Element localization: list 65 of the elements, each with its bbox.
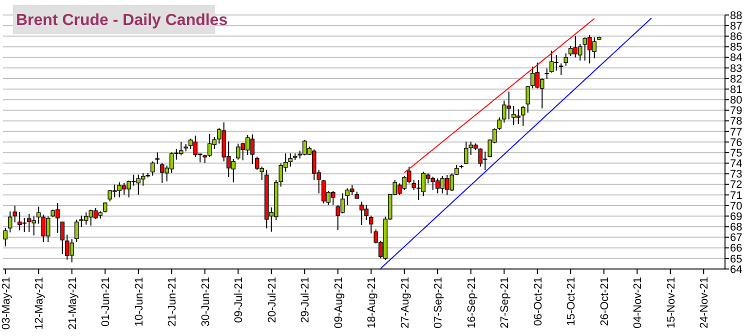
chart-title: Brent Crude - Daily Candles: [16, 12, 228, 29]
x-tick-label: 26-Oct-21: [598, 277, 611, 326]
y-tick-label: 64: [730, 264, 742, 276]
x-tick-label: 21-May-21: [66, 277, 79, 330]
candlestick: [544, 68, 550, 80]
y-tick-label: 80: [730, 94, 742, 107]
y-tick-label: 78: [730, 116, 742, 128]
candlestick: [12, 205, 18, 223]
candlestick: [288, 152, 293, 168]
y-tick-label: 87: [730, 20, 742, 32]
y-tick-label: 77: [730, 126, 742, 138]
y-tick-label: 70: [730, 200, 742, 212]
x-tick-label: 27-Aug-21: [399, 277, 412, 328]
candlestick: [74, 219, 79, 243]
y-tick-label: 88: [730, 10, 742, 22]
x-tick-label: 29-Jul-21: [300, 277, 312, 323]
y-tick-label: 66: [730, 242, 742, 255]
candlestick: [3, 228, 8, 247]
y-tick-label: 83: [730, 62, 742, 75]
line-series: [380, 18, 652, 270]
x-tick-label: 15-Oct-21: [566, 277, 578, 326]
y-tick-label: 81: [730, 84, 742, 96]
candlestick: [464, 141, 468, 165]
y-tick-label: 75: [730, 147, 742, 160]
y-tick-label: 86: [730, 31, 742, 44]
candlestick: [454, 164, 459, 176]
y-tick-label: 82: [730, 73, 742, 86]
y-tick-label: 79: [730, 105, 742, 118]
y-tick-label: 74: [730, 158, 742, 170]
x-tick-label: 07-Sep-21: [432, 277, 445, 328]
candlestick: [497, 116, 502, 130]
candlestick: [558, 62, 564, 76]
y-tick-label: 76: [730, 136, 742, 149]
x-tick-label: 20-Jul-21: [266, 277, 278, 323]
x-tick-label: 27-Sep-21: [499, 277, 512, 328]
y-tick-label: 85: [730, 42, 742, 54]
x-tick-label: 21-Jun-21: [166, 277, 179, 327]
x-tick-label: 09-Jul-21: [233, 277, 246, 323]
y-tick-label: 84: [730, 52, 742, 64]
candlestick: [564, 52, 568, 66]
x-tick-label: 09-Aug-21: [332, 277, 345, 328]
y-tick-label: 68: [730, 222, 742, 234]
y-tick-label: 71: [730, 190, 742, 202]
x-tick-label: 04-Nov-21: [632, 277, 644, 328]
x-tick-label: 06-Oct-21: [532, 277, 544, 326]
candlestick: [150, 160, 155, 176]
y-tick-label: 72: [730, 179, 742, 192]
y-tick-label: 69: [730, 210, 742, 223]
candlestick: [8, 210, 12, 233]
y-tick-label: 67: [730, 232, 742, 244]
candlestick: [520, 106, 526, 126]
x-tick-label: 12-May-21: [34, 277, 46, 330]
x-tick-label: 03-May-21: [0, 277, 12, 330]
x-tick-label: 16-Sep-21: [466, 277, 478, 328]
x-tick-label: 10-Jun-21: [133, 277, 146, 327]
x-tick-label: 15-Nov-21: [665, 277, 678, 328]
y-tick-label: 65: [730, 253, 742, 266]
x-tick-label: 30-Jun-21: [200, 277, 212, 327]
candlestick: [368, 215, 374, 234]
x-tick-label: 01-Jun-21: [100, 277, 112, 327]
x-tick-label: 24-Nov-21: [698, 277, 711, 328]
candlestick: [526, 86, 530, 114]
y-tick-label: 73: [730, 168, 742, 181]
candlestick: [60, 222, 65, 254]
x-tick-label: 18-Aug-21: [366, 277, 378, 328]
